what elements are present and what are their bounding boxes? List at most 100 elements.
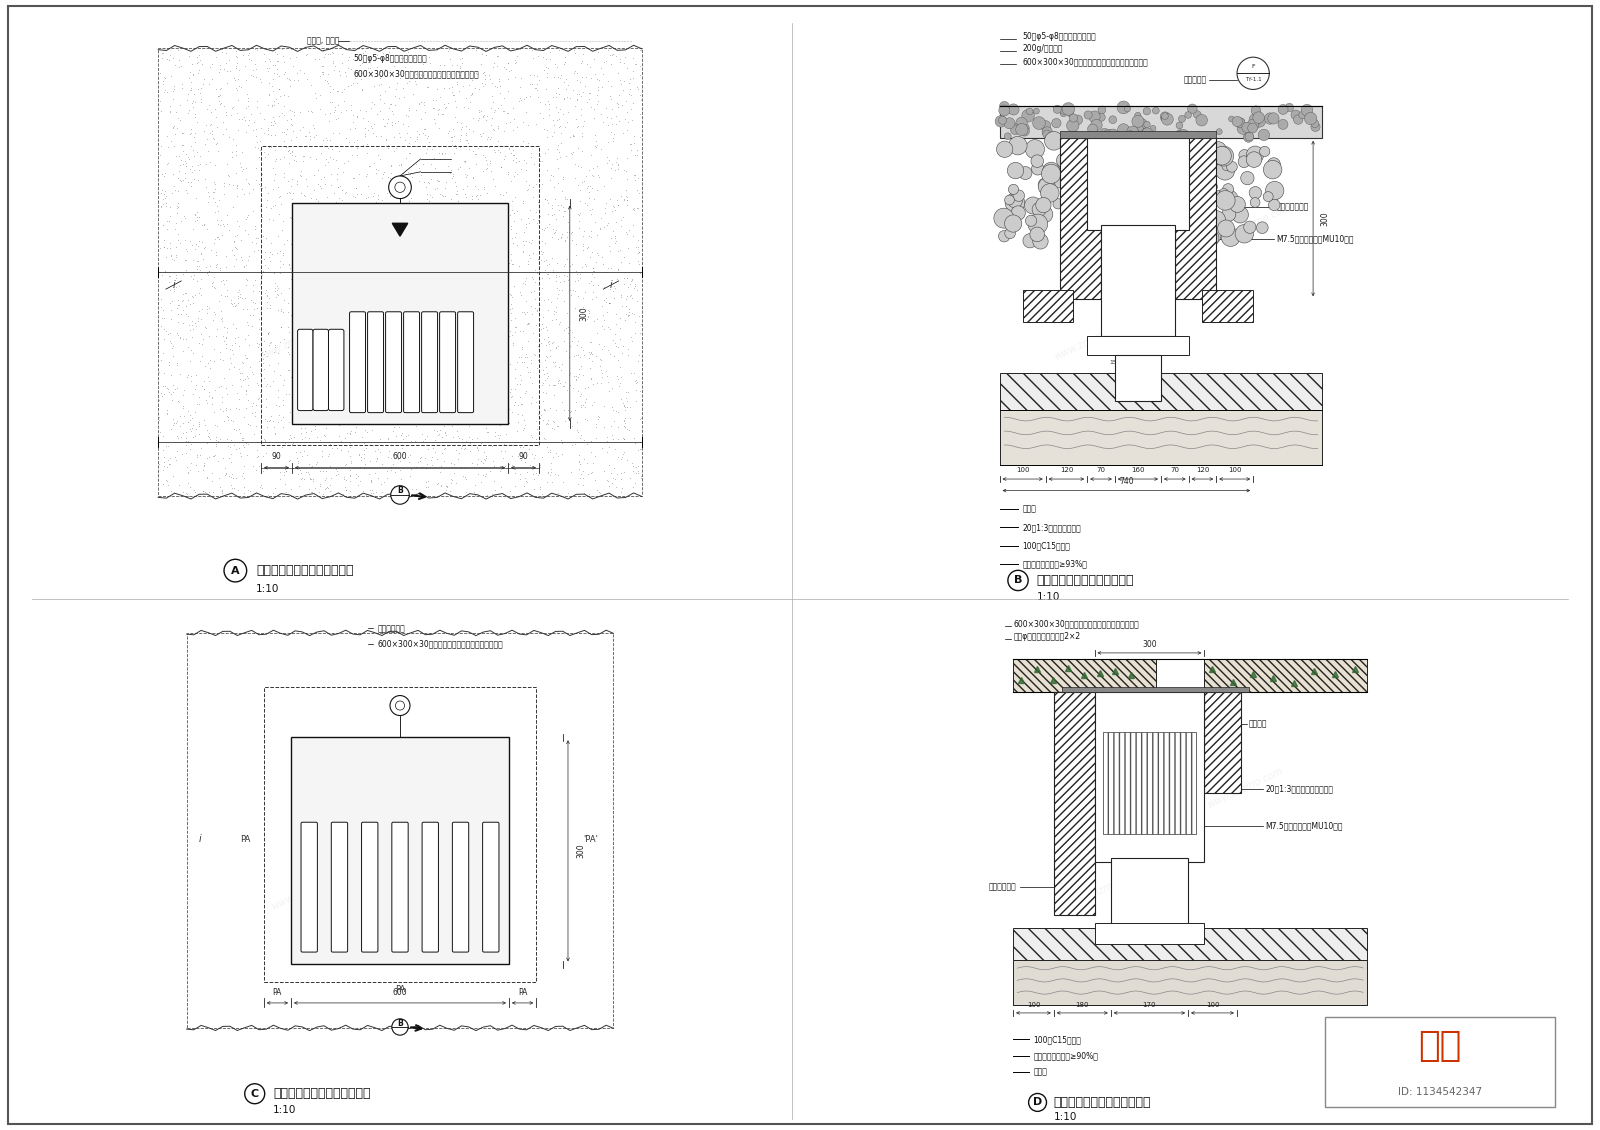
Circle shape xyxy=(1253,115,1266,128)
Point xyxy=(517,249,542,267)
Point xyxy=(541,111,566,129)
Point xyxy=(336,774,362,792)
Point xyxy=(419,800,445,818)
Circle shape xyxy=(1162,113,1173,125)
Point xyxy=(355,306,381,324)
Point xyxy=(221,469,246,487)
Point xyxy=(282,106,307,124)
Point xyxy=(629,314,654,332)
Point xyxy=(198,1016,224,1034)
Point xyxy=(192,381,218,399)
Point xyxy=(251,345,277,363)
FancyBboxPatch shape xyxy=(314,329,328,410)
Point xyxy=(326,327,352,345)
Point xyxy=(408,68,434,86)
Point xyxy=(218,400,243,418)
Point xyxy=(446,278,472,296)
Point xyxy=(586,165,611,183)
Point xyxy=(224,81,250,99)
Point xyxy=(226,400,251,418)
Point xyxy=(202,983,227,1001)
Point xyxy=(560,697,586,715)
Point xyxy=(566,774,592,792)
Point xyxy=(432,643,458,661)
Point xyxy=(509,451,534,469)
Point xyxy=(331,909,357,927)
Point xyxy=(520,305,546,323)
Point xyxy=(226,295,251,313)
Point xyxy=(474,408,499,426)
Point xyxy=(286,741,312,759)
Point xyxy=(357,776,382,794)
Point xyxy=(1086,666,1112,684)
Point xyxy=(157,267,182,285)
Point xyxy=(293,462,318,480)
Point xyxy=(280,633,306,651)
Point xyxy=(256,50,282,68)
Point xyxy=(534,266,560,284)
Point xyxy=(360,115,386,133)
Point xyxy=(245,298,270,316)
Point xyxy=(554,250,579,268)
Circle shape xyxy=(1043,130,1051,138)
Point xyxy=(317,242,342,260)
Point xyxy=(482,141,507,159)
Point xyxy=(173,432,198,450)
Point xyxy=(542,801,568,819)
Point xyxy=(510,989,536,1007)
Point xyxy=(432,186,458,205)
Point xyxy=(382,1012,408,1031)
Point xyxy=(358,473,384,492)
Point xyxy=(597,87,622,105)
Point xyxy=(571,881,597,899)
Point xyxy=(285,391,310,409)
Circle shape xyxy=(1118,123,1130,136)
Point xyxy=(358,253,384,271)
Point xyxy=(270,106,296,124)
Point xyxy=(178,453,203,471)
Point xyxy=(554,223,579,241)
Point xyxy=(395,75,421,93)
FancyBboxPatch shape xyxy=(331,823,347,953)
Point xyxy=(237,111,262,129)
Point xyxy=(421,237,446,255)
Point xyxy=(323,881,349,899)
Point xyxy=(614,103,640,121)
Point xyxy=(314,796,339,814)
Point xyxy=(352,923,378,941)
Point xyxy=(237,51,262,69)
Point xyxy=(563,990,589,1008)
Point xyxy=(474,414,499,432)
Point xyxy=(211,931,237,949)
Point xyxy=(496,703,522,721)
Point xyxy=(426,1002,451,1020)
Point xyxy=(250,980,275,998)
Point xyxy=(248,247,274,266)
Point xyxy=(429,954,454,972)
Point xyxy=(342,315,368,333)
Point xyxy=(413,144,438,162)
Point xyxy=(216,166,242,184)
Point xyxy=(395,932,421,950)
Point xyxy=(438,815,464,833)
Point xyxy=(467,452,493,470)
Point xyxy=(544,289,570,307)
Point xyxy=(566,653,592,671)
Point xyxy=(597,320,622,338)
Point xyxy=(165,203,190,221)
Point xyxy=(150,44,176,62)
Point xyxy=(546,79,571,97)
Point xyxy=(262,776,288,794)
Point xyxy=(434,262,459,280)
Point xyxy=(467,765,493,783)
Point xyxy=(176,104,202,122)
Point xyxy=(358,277,384,295)
Point xyxy=(365,733,390,751)
Point xyxy=(1267,666,1293,684)
Point xyxy=(528,860,554,878)
Point xyxy=(486,313,512,331)
Point xyxy=(219,704,245,722)
Point xyxy=(341,106,366,124)
Point xyxy=(419,231,445,249)
Point xyxy=(490,832,515,850)
